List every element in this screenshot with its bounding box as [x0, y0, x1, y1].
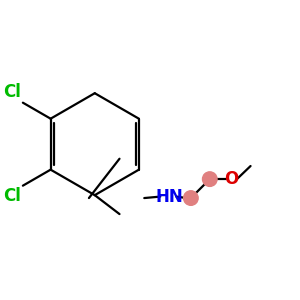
Text: HN: HN — [155, 188, 183, 206]
Text: Cl: Cl — [4, 83, 21, 101]
Circle shape — [202, 172, 217, 186]
Text: O: O — [224, 170, 239, 188]
Circle shape — [184, 191, 198, 205]
Text: Cl: Cl — [4, 187, 21, 205]
